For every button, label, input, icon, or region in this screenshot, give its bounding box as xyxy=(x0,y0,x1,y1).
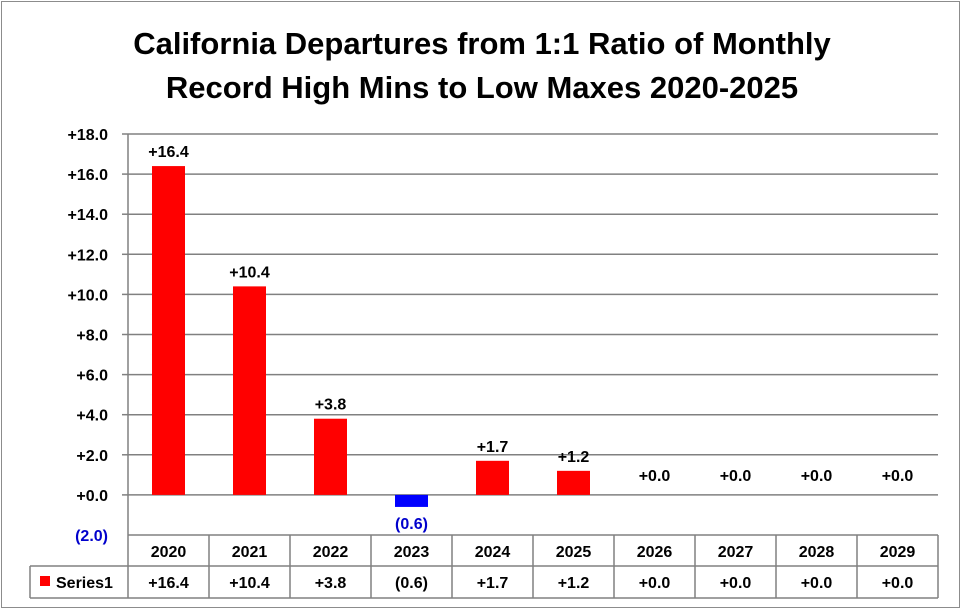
data-label-2027: +0.0 xyxy=(720,468,752,485)
y-axis-tick-labels: +18.0 +16.0 +14.0 +12.0 +10.0 +8.0 +6.0 +4.0 +2.… xyxy=(68,127,109,545)
legend-key xyxy=(40,576,50,586)
table-value: (0.6) xyxy=(395,575,428,592)
table-value: +0.0 xyxy=(639,575,671,592)
y-tick-label: +4.0 xyxy=(76,408,108,425)
y-tick-label: +10.0 xyxy=(68,287,109,304)
data-label-2029: +0.0 xyxy=(882,468,914,485)
table-value: +10.4 xyxy=(229,575,270,592)
y-tick-label: +6.0 xyxy=(76,368,108,385)
x-category-label: 2026 xyxy=(637,544,673,561)
data-label-2028: +0.0 xyxy=(801,468,833,485)
bar-2024 xyxy=(476,460,509,495)
legend-series-name: Series1 xyxy=(56,575,113,592)
table-value: +16.4 xyxy=(148,575,189,592)
data-labels: +16.4 +10.4 +3.8 (0.6) +1.7 +1.2 +0.0 +0.0 +0.0 +… xyxy=(148,144,913,533)
data-label-2024: +1.7 xyxy=(477,439,509,456)
table-value: +0.0 xyxy=(720,575,752,592)
data-label-2022: +3.8 xyxy=(315,397,347,414)
x-category-label: 2022 xyxy=(313,544,349,561)
y-tick-label: +0.0 xyxy=(76,488,108,505)
x-category-label: 2027 xyxy=(718,544,754,561)
data-label-2026: +0.0 xyxy=(639,468,671,485)
y-tick-label: +16.0 xyxy=(68,167,109,184)
y-tick-label: +18.0 xyxy=(68,127,109,144)
x-category-label: 2028 xyxy=(799,544,835,561)
table-value: +0.0 xyxy=(801,575,833,592)
table-value: +1.2 xyxy=(558,575,590,592)
x-category-label: 2024 xyxy=(475,544,511,561)
data-table: 2020 +16.4 2021 +10.4 2022 +3.8 2023 (0.6) 2024 +… xyxy=(29,534,939,599)
table-value: +0.0 xyxy=(882,575,914,592)
bar-2021 xyxy=(233,286,266,495)
y-tick-label: +12.0 xyxy=(68,247,109,264)
bar-2023 xyxy=(395,494,428,507)
bar-2025 xyxy=(557,470,590,495)
data-label-2021: +10.4 xyxy=(229,264,270,281)
y-tick-label: +8.0 xyxy=(76,328,108,345)
bar-2022 xyxy=(314,418,347,495)
bars xyxy=(152,166,590,507)
data-label-2025: +1.2 xyxy=(558,449,590,466)
table-value: +1.7 xyxy=(477,575,509,592)
table-value: +3.8 xyxy=(315,575,347,592)
x-category-label: 2020 xyxy=(151,544,187,561)
chart-title-line-1: California Departures from 1:1 Ratio of … xyxy=(133,26,831,61)
x-category-label: 2025 xyxy=(556,544,592,561)
x-category-label: 2023 xyxy=(394,544,430,561)
data-label-2023: (0.6) xyxy=(395,516,428,533)
x-category-label: 2029 xyxy=(880,544,916,561)
chart-title-line-2: Record High Mins to Low Maxes 2020-2025 xyxy=(166,70,798,105)
y-tick-label: +14.0 xyxy=(68,207,109,224)
data-label-2020: +16.4 xyxy=(148,144,189,161)
x-category-label: 2021 xyxy=(232,544,268,561)
bar-2020 xyxy=(152,166,185,495)
y-tick-label: (2.0) xyxy=(75,528,108,545)
y-tick-label: +2.0 xyxy=(76,448,108,465)
